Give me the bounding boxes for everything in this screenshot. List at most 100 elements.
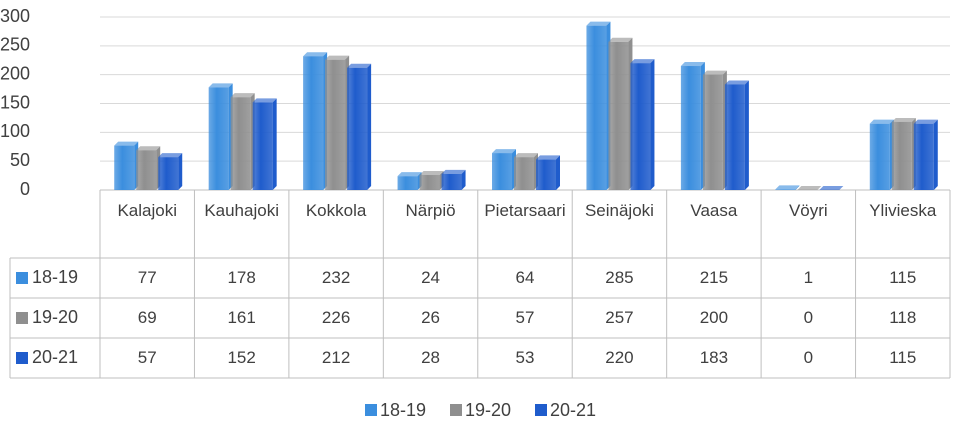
table-value: 220: [605, 348, 634, 367]
bar: [514, 153, 538, 190]
table-value: 115: [889, 268, 917, 287]
table-value: 28: [421, 348, 440, 367]
bar: [397, 172, 422, 190]
legend-label: 20-21: [550, 400, 596, 420]
bar-face: [586, 25, 607, 191]
row-header: 18-19: [32, 267, 78, 287]
bar-face: [514, 157, 534, 190]
row-header: 20-21: [32, 347, 78, 367]
bar-side: [933, 119, 938, 190]
bar: [536, 155, 560, 190]
legend-marker: [16, 312, 28, 324]
table-value: 215: [699, 268, 729, 287]
bar-top: [347, 63, 372, 68]
category-label: Vöyri: [788, 201, 828, 220]
bar-face: [114, 145, 135, 190]
bar-side: [795, 185, 800, 190]
table-value: 57: [515, 308, 535, 327]
table-value: 226: [321, 308, 351, 327]
legend-marker: [365, 404, 377, 416]
bar: [702, 70, 727, 190]
bar-face: [303, 56, 324, 190]
bar-face: [441, 173, 462, 190]
category-label: Kauhajoki: [204, 201, 279, 220]
bar-face: [630, 63, 651, 191]
bar-top: [230, 93, 255, 98]
y-tick-label: 250: [0, 35, 30, 55]
bar-top: [325, 55, 350, 60]
bar-face: [419, 175, 440, 190]
bar: [492, 149, 516, 190]
bar-top: [724, 80, 749, 85]
bar-face: [775, 189, 796, 190]
bar: [797, 186, 822, 190]
table-value: 118: [889, 308, 917, 327]
bar: [586, 21, 611, 191]
legend-marker: [16, 272, 28, 284]
bar-top: [819, 186, 844, 190]
bar-face: [347, 67, 368, 190]
bar-top: [492, 149, 516, 154]
category-label: Pietarsaari: [484, 201, 566, 220]
bar-face: [397, 176, 418, 190]
bar-side: [461, 169, 466, 190]
legend-label: 19-20: [465, 400, 511, 420]
table-value: 212: [321, 348, 351, 367]
table-value: 53: [515, 348, 535, 367]
table-value: 161: [227, 308, 256, 327]
bar: [252, 98, 277, 190]
bar-face: [724, 84, 745, 190]
bar: [441, 169, 466, 190]
bar-top: [586, 21, 611, 26]
bar-face: [230, 97, 251, 190]
bar: [303, 52, 328, 190]
bar-side: [178, 153, 183, 190]
bar-top: [630, 59, 655, 64]
bar-side: [744, 80, 749, 190]
y-tick-label: 150: [0, 92, 30, 112]
table-value: 257: [605, 308, 634, 327]
category-label: Kalajoki: [117, 201, 177, 220]
table-value: 64: [515, 268, 535, 287]
bar: [230, 93, 255, 190]
bar: [869, 119, 894, 190]
bar-top: [608, 37, 633, 42]
bar: [819, 186, 844, 190]
category-label: Vaasa: [690, 201, 738, 220]
bar: [208, 83, 233, 190]
bar-face: [136, 150, 157, 190]
table-value: 232: [321, 268, 351, 287]
bar-face: [608, 41, 629, 191]
category-label: Närpiö: [405, 201, 456, 220]
bar: [913, 119, 938, 190]
bar: [724, 80, 749, 190]
bar-face: [252, 102, 273, 190]
bar-top: [869, 119, 894, 124]
bar-top: [303, 52, 328, 57]
bar-face: [325, 59, 346, 190]
bar-face: [891, 121, 912, 190]
bar-top: [136, 146, 161, 151]
bar: [136, 146, 161, 190]
bar-side: [272, 98, 277, 190]
table-value: 57: [137, 348, 157, 367]
legend-marker: [450, 404, 462, 416]
category-label: Ylivieska: [869, 201, 937, 220]
y-tick-label: 100: [0, 121, 30, 141]
table-value: 0: [803, 348, 814, 367]
bar-top: [158, 153, 183, 158]
legend-label: 18-19: [380, 400, 426, 420]
bar-top: [536, 155, 560, 160]
legend-marker: [16, 352, 28, 364]
bar-top: [114, 141, 139, 146]
bar-top: [514, 153, 538, 158]
bar: [680, 62, 705, 191]
table-value: 77: [137, 268, 157, 287]
table-value: 1: [803, 268, 814, 287]
y-tick-label: 50: [10, 150, 30, 170]
bar-face: [869, 123, 890, 190]
legend-marker: [535, 404, 547, 416]
bar: [891, 117, 916, 190]
bar-side: [650, 59, 655, 191]
y-tick-label: 200: [0, 63, 30, 83]
